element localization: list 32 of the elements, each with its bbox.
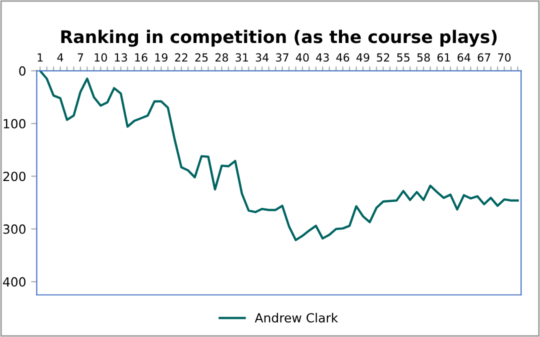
x-tick-label: 61 xyxy=(437,53,450,62)
x-tick-label: 13 xyxy=(114,53,127,62)
x-tick-label: 55 xyxy=(397,53,410,62)
x-tick-label: 16 xyxy=(135,53,148,62)
x-tick-label: 7 xyxy=(78,53,84,62)
x-tick-label: 28 xyxy=(215,53,228,62)
y-tick-label: 0 xyxy=(19,66,26,76)
y-tick-label: 400 xyxy=(3,277,26,287)
x-tick-label: 34 xyxy=(256,53,269,62)
x-tick-label: 52 xyxy=(376,53,390,62)
x-tick-label: 67 xyxy=(478,53,490,62)
x-tick-label: 10 xyxy=(94,53,107,62)
x-tick-label: 37 xyxy=(276,53,288,62)
x-tick-label: 43 xyxy=(316,53,329,62)
x-tick-label: 46 xyxy=(336,53,350,62)
line-series xyxy=(38,70,519,242)
x-tick-label: 31 xyxy=(236,53,248,62)
x-tick-label: 19 xyxy=(155,53,168,62)
y-tick-label: 300 xyxy=(3,224,26,234)
y-tick-label: 100 xyxy=(4,118,26,128)
x-tick-label: 40 xyxy=(296,53,309,62)
x-tick-label: 49 xyxy=(356,53,370,62)
x-tick-label: 4 xyxy=(57,53,64,62)
x-tick-label: 1 xyxy=(38,53,43,62)
x-tick-label: 70 xyxy=(498,53,511,62)
x-tick-label: 25 xyxy=(195,53,208,62)
chart-title: Ranking in competition (as the course plays) xyxy=(61,30,497,47)
x-tick-label: 58 xyxy=(417,53,430,62)
legend-label: Andrew Clark xyxy=(254,312,338,323)
y-tick-label: 200 xyxy=(3,172,26,182)
x-tick-label: 22 xyxy=(175,53,188,62)
x-tick-label: 64 xyxy=(458,53,470,62)
